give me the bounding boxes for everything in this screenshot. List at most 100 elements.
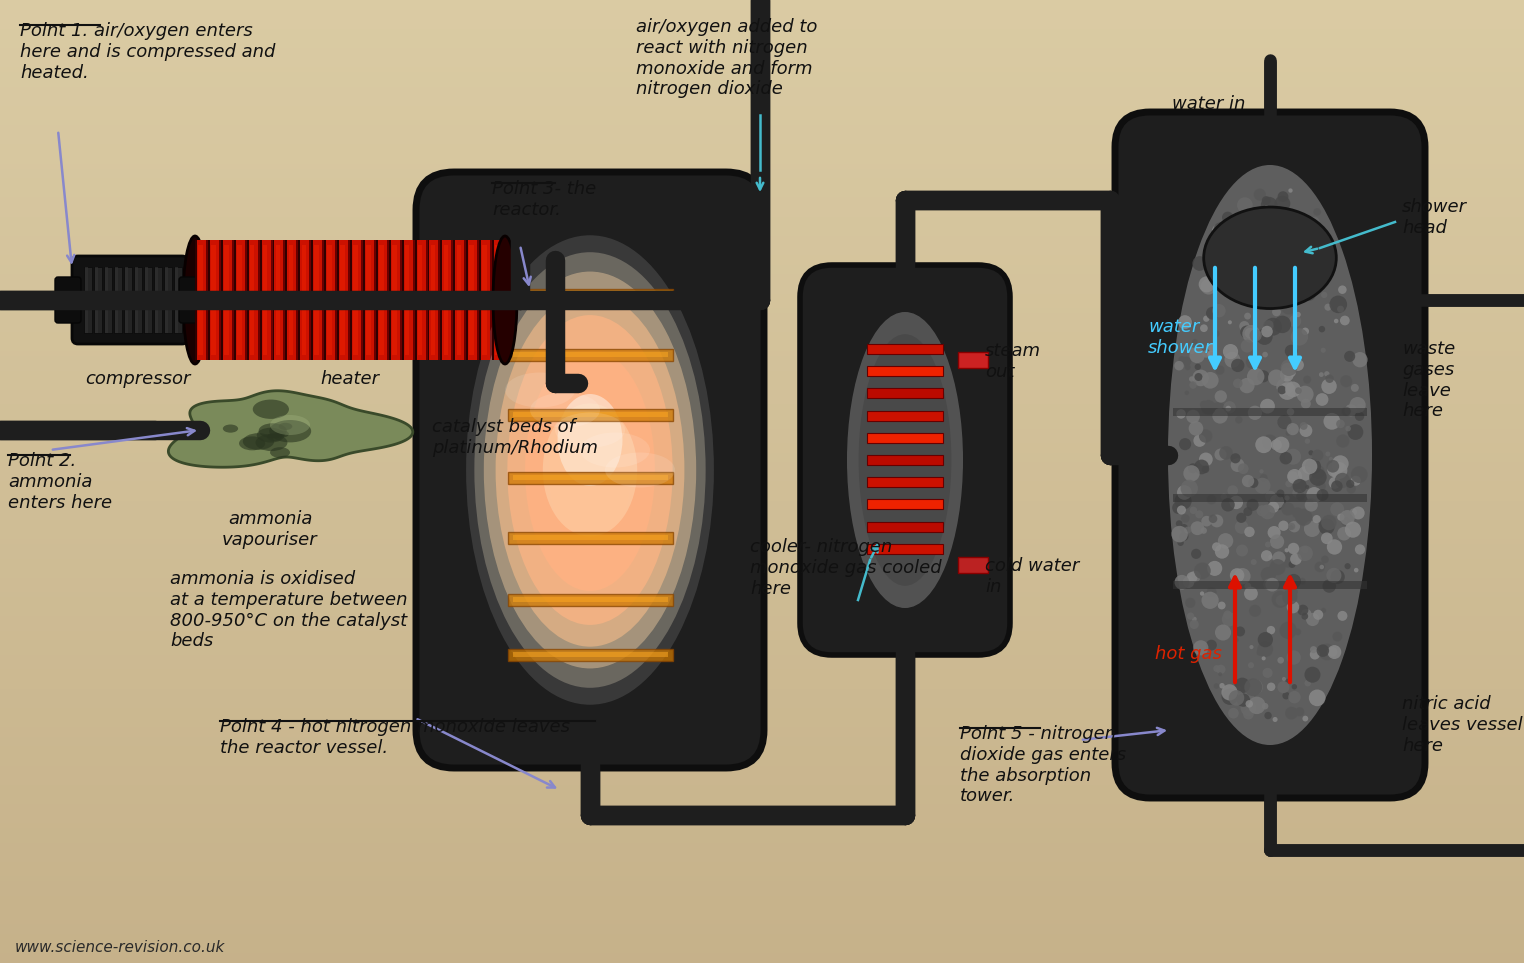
Bar — [0, 462, 1524, 468]
Circle shape — [1260, 505, 1276, 519]
Circle shape — [1285, 548, 1289, 553]
Circle shape — [1323, 413, 1340, 429]
Bar — [0, 539, 1524, 545]
Bar — [0, 612, 1524, 617]
Bar — [0, 217, 1524, 222]
Bar — [0, 780, 1524, 786]
Circle shape — [1260, 196, 1277, 214]
Circle shape — [1301, 287, 1315, 301]
Circle shape — [1175, 492, 1192, 509]
Bar — [0, 0, 1524, 6]
Bar — [430, 240, 439, 360]
Bar — [0, 5, 1524, 11]
Bar — [867, 388, 943, 399]
Circle shape — [1295, 387, 1301, 394]
Circle shape — [1222, 689, 1237, 705]
Circle shape — [1257, 632, 1273, 647]
Bar — [495, 245, 500, 355]
Bar — [0, 424, 1524, 429]
Circle shape — [1181, 480, 1198, 497]
Circle shape — [1234, 416, 1242, 424]
Bar — [0, 578, 1524, 584]
Circle shape — [1237, 686, 1241, 690]
Text: steam
out: steam out — [985, 342, 1041, 380]
Bar — [0, 491, 1524, 497]
Bar — [0, 318, 1524, 324]
Circle shape — [1237, 197, 1253, 213]
Circle shape — [1289, 315, 1301, 327]
Circle shape — [1201, 528, 1207, 534]
Bar — [0, 376, 1524, 381]
Bar — [0, 231, 1524, 237]
Bar — [136, 267, 139, 333]
Circle shape — [1341, 517, 1350, 527]
Circle shape — [1260, 399, 1276, 413]
Circle shape — [1268, 526, 1280, 539]
Circle shape — [1212, 542, 1221, 552]
Circle shape — [1222, 612, 1236, 627]
Circle shape — [1263, 205, 1269, 212]
Text: Point 4 - hot nitrogen monoxide leaves
the reactor vessel.: Point 4 - hot nitrogen monoxide leaves t… — [219, 718, 570, 757]
Bar — [262, 245, 267, 355]
Ellipse shape — [858, 334, 951, 586]
Bar — [867, 478, 943, 487]
Circle shape — [1215, 624, 1231, 640]
FancyBboxPatch shape — [800, 265, 1010, 655]
Bar — [0, 587, 1524, 593]
Bar — [0, 664, 1524, 670]
Ellipse shape — [495, 294, 684, 647]
Circle shape — [1209, 514, 1218, 523]
Circle shape — [1305, 485, 1309, 489]
Bar — [0, 900, 1524, 906]
Bar — [145, 267, 148, 333]
Bar — [0, 684, 1524, 690]
Bar — [514, 652, 668, 657]
Circle shape — [1210, 402, 1227, 418]
Circle shape — [1309, 690, 1326, 706]
Text: cooler- nitrogen
monoxide gas cooled
here: cooler- nitrogen monoxide gas cooled her… — [750, 538, 942, 598]
Circle shape — [1230, 568, 1244, 583]
Circle shape — [1189, 348, 1195, 354]
Circle shape — [1321, 533, 1332, 544]
Ellipse shape — [242, 433, 274, 450]
Circle shape — [1288, 543, 1300, 555]
Bar — [0, 144, 1524, 150]
Bar — [0, 448, 1524, 454]
Circle shape — [1315, 393, 1329, 405]
Bar — [340, 245, 344, 355]
Circle shape — [1236, 512, 1247, 523]
Circle shape — [1337, 527, 1350, 540]
Circle shape — [1269, 494, 1285, 508]
Bar — [300, 240, 309, 360]
Circle shape — [1350, 397, 1366, 413]
Circle shape — [1177, 485, 1192, 500]
Circle shape — [1210, 514, 1224, 528]
Circle shape — [1207, 587, 1216, 597]
Circle shape — [1187, 612, 1195, 620]
Bar — [0, 53, 1524, 59]
Bar — [0, 279, 1524, 285]
Circle shape — [1257, 226, 1260, 231]
Bar — [0, 414, 1524, 420]
Bar — [0, 703, 1524, 709]
Bar — [262, 240, 271, 360]
Bar — [0, 722, 1524, 728]
Circle shape — [1298, 578, 1306, 585]
Circle shape — [1274, 195, 1291, 212]
Bar — [392, 245, 396, 355]
Circle shape — [1230, 272, 1242, 283]
Circle shape — [1274, 316, 1291, 333]
Circle shape — [1178, 315, 1192, 329]
Circle shape — [1309, 451, 1314, 455]
Circle shape — [1355, 403, 1364, 413]
Bar — [0, 111, 1524, 117]
Bar — [0, 135, 1524, 141]
Circle shape — [1326, 460, 1340, 473]
Circle shape — [1265, 541, 1271, 548]
Circle shape — [1297, 605, 1309, 615]
Bar — [0, 510, 1524, 516]
Circle shape — [1222, 344, 1237, 359]
Circle shape — [1273, 717, 1277, 722]
Bar — [378, 240, 387, 360]
Circle shape — [1256, 328, 1273, 345]
